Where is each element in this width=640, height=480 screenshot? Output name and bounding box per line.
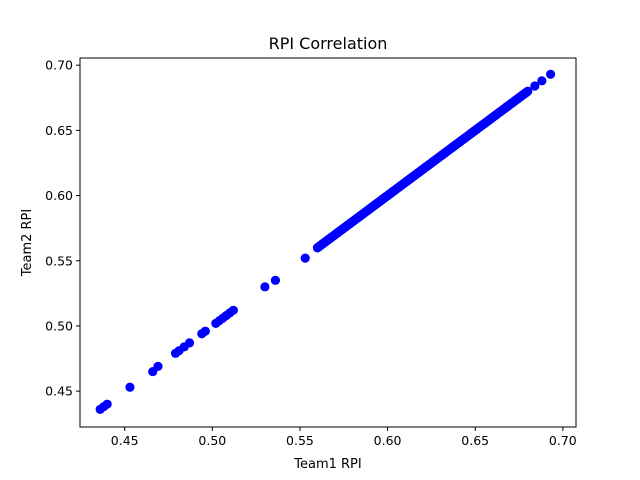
- data-point: [502, 102, 512, 112]
- data-point: [102, 399, 112, 409]
- data-point: [397, 180, 407, 190]
- y-tick-label: 0.45: [45, 384, 73, 399]
- data-point: [318, 239, 328, 249]
- data-point: [365, 203, 375, 214]
- data-point: [545, 69, 556, 79]
- data-point: [439, 149, 449, 159]
- chart-title: RPI Correlation: [269, 34, 388, 53]
- x-axis-label: Team1 RPI: [293, 457, 361, 472]
- data-point: [386, 188, 396, 198]
- y-tick-label: 0.50: [45, 318, 73, 333]
- y-axis: 0.45 0.50 0.55 0.60 0.65 0.70: [45, 58, 80, 399]
- y-tick-label: 0.55: [45, 253, 73, 268]
- data-point: [470, 125, 480, 135]
- data-point: [481, 117, 491, 128]
- x-tick-label: 0.60: [374, 433, 402, 448]
- data-point: [512, 94, 522, 104]
- x-tick-label: 0.50: [198, 433, 226, 448]
- data-point: [491, 110, 501, 120]
- data-point: [530, 81, 540, 91]
- y-axis-label: Team2 RPI: [20, 209, 35, 277]
- data-point: [270, 275, 281, 285]
- data-point: [449, 141, 459, 151]
- data-point: [325, 233, 335, 244]
- data-point: [521, 87, 531, 98]
- x-axis: 0.45 0.50 0.55 0.60 0.65 0.70: [111, 427, 577, 448]
- x-tick-label: 0.70: [549, 433, 577, 448]
- data-point: [200, 326, 210, 336]
- x-tick-label: 0.45: [111, 433, 139, 448]
- x-tick-label: 0.65: [461, 433, 489, 448]
- points-layer: [95, 69, 556, 414]
- data-point: [344, 219, 354, 229]
- x-tick-label: 0.55: [286, 433, 314, 448]
- data-point: [228, 305, 238, 315]
- data-point: [354, 211, 365, 222]
- y-tick-label: 0.65: [45, 123, 73, 138]
- data-point: [153, 361, 163, 371]
- data-point: [428, 157, 438, 167]
- plot-frame: [79, 57, 577, 428]
- data-point: [184, 338, 195, 348]
- data-point: [333, 227, 344, 237]
- data-point: [418, 164, 428, 175]
- data-point: [125, 382, 135, 392]
- data-point: [537, 76, 547, 86]
- data-point: [407, 172, 417, 182]
- data-point: [300, 253, 310, 263]
- data-point: [375, 196, 386, 206]
- y-tick-label: 0.60: [45, 188, 73, 203]
- y-tick-label: 0.70: [45, 58, 73, 73]
- data-point: [460, 133, 470, 143]
- data-point: [260, 282, 270, 292]
